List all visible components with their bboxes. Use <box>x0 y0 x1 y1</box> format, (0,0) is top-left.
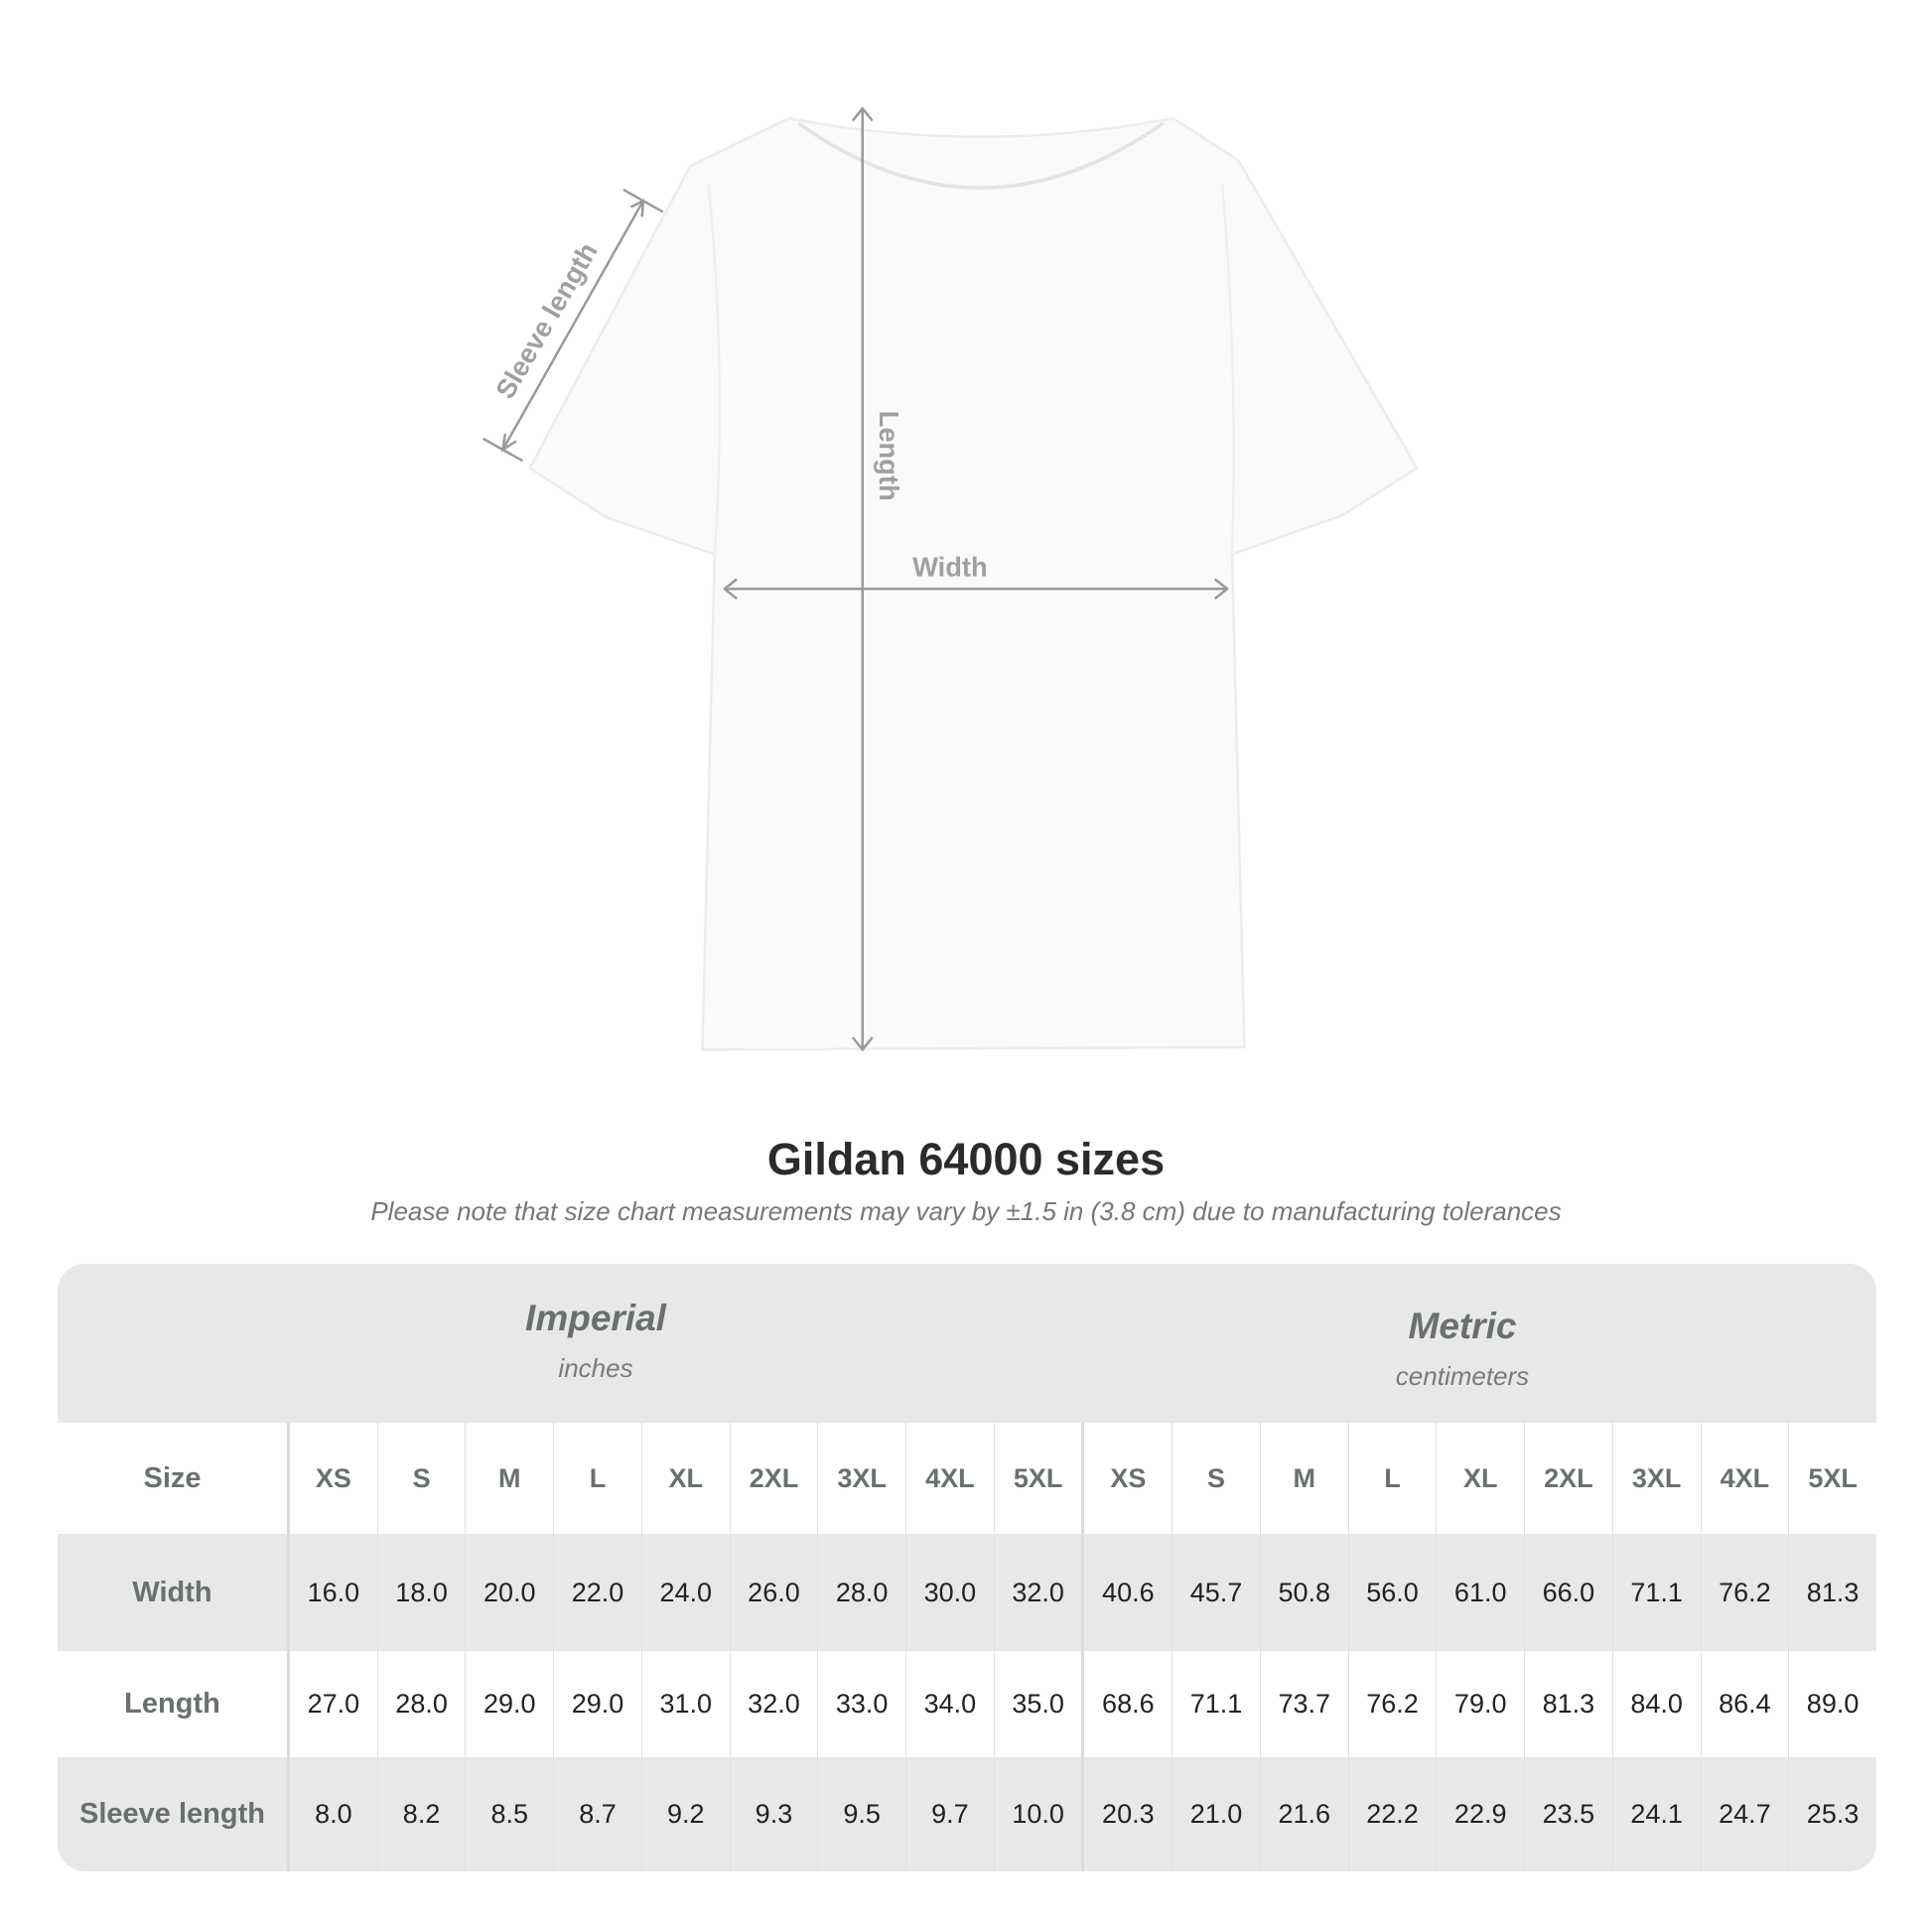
measurement-cell: 8.5 <box>466 1757 555 1871</box>
width-label: Width <box>912 552 988 583</box>
tolerance-note: Please note that size chart measurements… <box>370 1196 1562 1226</box>
measurement-cell: 28.0 <box>378 1651 467 1757</box>
imperial-header: Imperial inches <box>199 1298 993 1384</box>
measurement-cell: 56.0 <box>1349 1534 1438 1651</box>
tshirt-diagram: Length Width Sleeve length <box>482 106 1419 1052</box>
measurement-cell: 22.0 <box>554 1534 642 1651</box>
measurement-cell: 34.0 <box>906 1651 995 1757</box>
measurement-cell: 66.0 <box>1525 1534 1613 1651</box>
measurement-cell: 40.6 <box>1084 1534 1173 1651</box>
measurement-cell: 24.7 <box>1702 1757 1790 1871</box>
measurement-cell: 30.0 <box>906 1534 995 1651</box>
table-row: Length 27.0 28.0 29.0 29.0 31.0 32.0 33.0 34.0 35… <box>58 1651 1876 1757</box>
size-header-cell: M <box>466 1423 555 1534</box>
measurement-cell: 8.2 <box>378 1757 467 1871</box>
measurement-cell: 16.0 <box>290 1534 378 1651</box>
measurement-cell: 9.7 <box>906 1757 995 1871</box>
page-title: Gildan 64000 sizes <box>766 1134 1166 1184</box>
size-header-cell: 5XL <box>1808 1462 1858 1493</box>
metric-title: Metric <box>1408 1306 1517 1346</box>
size-header-cell: XL <box>1437 1423 1526 1534</box>
size-header-cell: L <box>1349 1423 1438 1534</box>
size-header-cell: L <box>554 1423 642 1534</box>
tshirt-shape <box>528 116 1419 1051</box>
measurement-cell: 33.0 <box>818 1651 907 1757</box>
measurement-cell: 76.2 <box>1349 1651 1438 1757</box>
measurement-cell: 20.3 <box>1084 1757 1173 1871</box>
measurement-cell: 8.7 <box>554 1757 642 1871</box>
measurement-cell: 86.4 <box>1702 1651 1790 1757</box>
size-header-cell: 3XL <box>818 1423 907 1534</box>
measurement-cell: 32.0 <box>731 1651 819 1757</box>
measurement-cell: 81.3 <box>1525 1651 1613 1757</box>
tshirt-neckline <box>797 121 1165 190</box>
measurement-cell: 29.0 <box>466 1651 555 1757</box>
measurement-cell: 24.1 <box>1613 1757 1702 1871</box>
measurement-cell: 24.0 <box>642 1534 731 1651</box>
measurement-cell: 9.3 <box>731 1757 819 1871</box>
size-header-cell: XS <box>1084 1423 1173 1534</box>
size-header-row: Size XS S M L XL 2XL 3XL 4XL 5XL XS S M L XL 2XL 3XL 4XL 5… <box>58 1423 1876 1534</box>
measurement-cell: 27.0 <box>290 1651 378 1757</box>
measurement-cell: 9.5 <box>818 1757 907 1871</box>
row-label: Sleeve length <box>58 1757 290 1871</box>
measurement-cell: 25.3 <box>1806 1799 1860 1829</box>
row-label: Length <box>58 1651 290 1757</box>
measurement-cell: 9.2 <box>642 1757 731 1871</box>
length-label: Length <box>874 411 904 501</box>
measurement-cell: 71.1 <box>1173 1651 1261 1757</box>
table-row: Width 16.0 18.0 20.0 22.0 24.0 26.0 28.0 30.0 32.… <box>58 1534 1876 1651</box>
size-header-cell: 5XL <box>995 1423 1085 1534</box>
size-header-cell: 2XL <box>1525 1423 1613 1534</box>
measurement-cell: 22.2 <box>1349 1757 1438 1871</box>
size-header-cell: 3XL <box>1613 1423 1702 1534</box>
measurement-cell: 35.0 <box>995 1651 1085 1757</box>
size-header-cell: S <box>378 1423 467 1534</box>
tshirt-sleeve-seam <box>707 185 1235 555</box>
measurement-cell: 84.0 <box>1613 1651 1702 1757</box>
measurement-cell: 89.0 <box>1806 1689 1860 1719</box>
table-row: Sleeve length 8.0 8.2 8.5 8.7 9.2 9.3 9.5 9.7 10.… <box>58 1757 1876 1871</box>
units-header: Imperial inches Metric centimeters <box>58 1264 1876 1423</box>
measurement-cell: 50.8 <box>1261 1534 1349 1651</box>
measurement-cell: 21.0 <box>1173 1757 1261 1871</box>
measurement-cell: 32.0 <box>995 1534 1085 1651</box>
imperial-unit: inches <box>558 1353 633 1383</box>
measurement-cell: 8.0 <box>290 1757 378 1871</box>
size-header-cell: 2XL <box>731 1423 819 1534</box>
measurement-cell: 10.0 <box>995 1757 1085 1871</box>
row-label: Width <box>58 1534 290 1651</box>
size-header-cell: 4XL <box>906 1423 995 1534</box>
size-header-cell: XS <box>290 1423 378 1534</box>
size-header-cell: M <box>1261 1423 1349 1534</box>
row-label: Size <box>58 1423 290 1534</box>
measurement-cell: 22.9 <box>1437 1757 1526 1871</box>
measurement-cell: 79.0 <box>1437 1651 1526 1757</box>
measurement-cell: 45.7 <box>1173 1534 1261 1651</box>
metric-unit: centimeters <box>1395 1361 1530 1391</box>
measurement-cell: 81.3 <box>1806 1577 1860 1607</box>
measurement-cell: 26.0 <box>731 1534 819 1651</box>
size-header-cell: S <box>1173 1423 1261 1534</box>
metric-header: Metric centimeters <box>1065 1306 1860 1392</box>
measurement-cell: 18.0 <box>378 1534 467 1651</box>
imperial-title: Imperial <box>525 1298 666 1338</box>
sleeve-arrow <box>501 200 644 451</box>
measurement-cell: 28.0 <box>818 1534 907 1651</box>
size-table: Imperial inches Metric centimeters Size X… <box>58 1264 1876 1871</box>
measurement-cell: 21.6 <box>1261 1757 1349 1871</box>
size-header-cell: 4XL <box>1702 1423 1790 1534</box>
measurement-cell: 29.0 <box>554 1651 642 1757</box>
measurement-cell: 20.0 <box>466 1534 555 1651</box>
measurement-cell: 31.0 <box>642 1651 731 1757</box>
measurement-cell: 61.0 <box>1437 1534 1526 1651</box>
measurement-cell: 68.6 <box>1084 1651 1173 1757</box>
measurement-cell: 73.7 <box>1261 1651 1349 1757</box>
measurement-cell: 71.1 <box>1613 1534 1702 1651</box>
size-header-cell: XL <box>642 1423 731 1534</box>
measurement-cell: 76.2 <box>1702 1534 1790 1651</box>
measurement-cell: 23.5 <box>1525 1757 1613 1871</box>
